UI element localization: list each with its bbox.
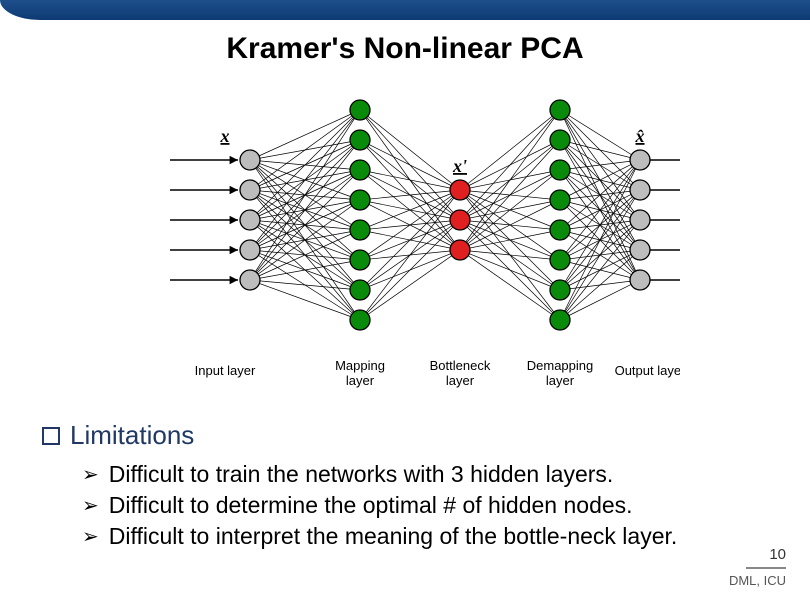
svg-text:Mapping: Mapping — [335, 358, 385, 373]
body-content: Limitations ➢ Difficult to train the netw… — [42, 420, 762, 552]
svg-text:layer: layer — [346, 373, 375, 388]
section-heading-text: Limitations — [70, 420, 194, 451]
bullet-text: Difficult to interpret the meaning of th… — [109, 521, 678, 552]
slide-title: Kramer's Non-linear PCA — [0, 32, 810, 66]
bullet-item: ➢ Difficult to determine the optimal # of… — [82, 490, 762, 521]
svg-text:layer: layer — [446, 373, 475, 388]
svg-text:Demapping: Demapping — [527, 358, 594, 373]
bullet-text: Difficult to train the networks with 3 h… — [109, 459, 614, 490]
bullet-text: Difficult to determine the optimal # of … — [109, 490, 633, 521]
network-diagram: xx'x̂Input layerMappinglayerBottleneckla… — [120, 80, 680, 400]
footer-divider — [746, 567, 786, 569]
square-bullet-icon — [42, 427, 60, 445]
svg-text:x̂: x̂ — [635, 126, 645, 146]
section-heading-row: Limitations — [42, 420, 762, 451]
svg-text:layer: layer — [546, 373, 575, 388]
bullet-item: ➢ Difficult to interpret the meaning of t… — [82, 521, 762, 552]
bullet-item: ➢ Difficult to train the networks with 3 … — [82, 459, 762, 490]
svg-text:x': x' — [452, 156, 467, 176]
arrow-bullet-icon: ➢ — [82, 496, 99, 516]
page-number: 10 — [729, 546, 786, 563]
slide-footer: 10 DML, ICU — [729, 546, 786, 588]
svg-text:Input layer: Input layer — [195, 363, 256, 378]
arrow-bullet-icon: ➢ — [82, 465, 99, 485]
svg-text:Bottleneck: Bottleneck — [430, 358, 491, 373]
svg-text:x: x — [220, 126, 230, 146]
footer-org: DML, ICU — [729, 573, 786, 588]
top-band — [0, 0, 810, 20]
svg-text:Output layer: Output layer — [615, 363, 680, 378]
arrow-bullet-icon: ➢ — [82, 527, 99, 547]
